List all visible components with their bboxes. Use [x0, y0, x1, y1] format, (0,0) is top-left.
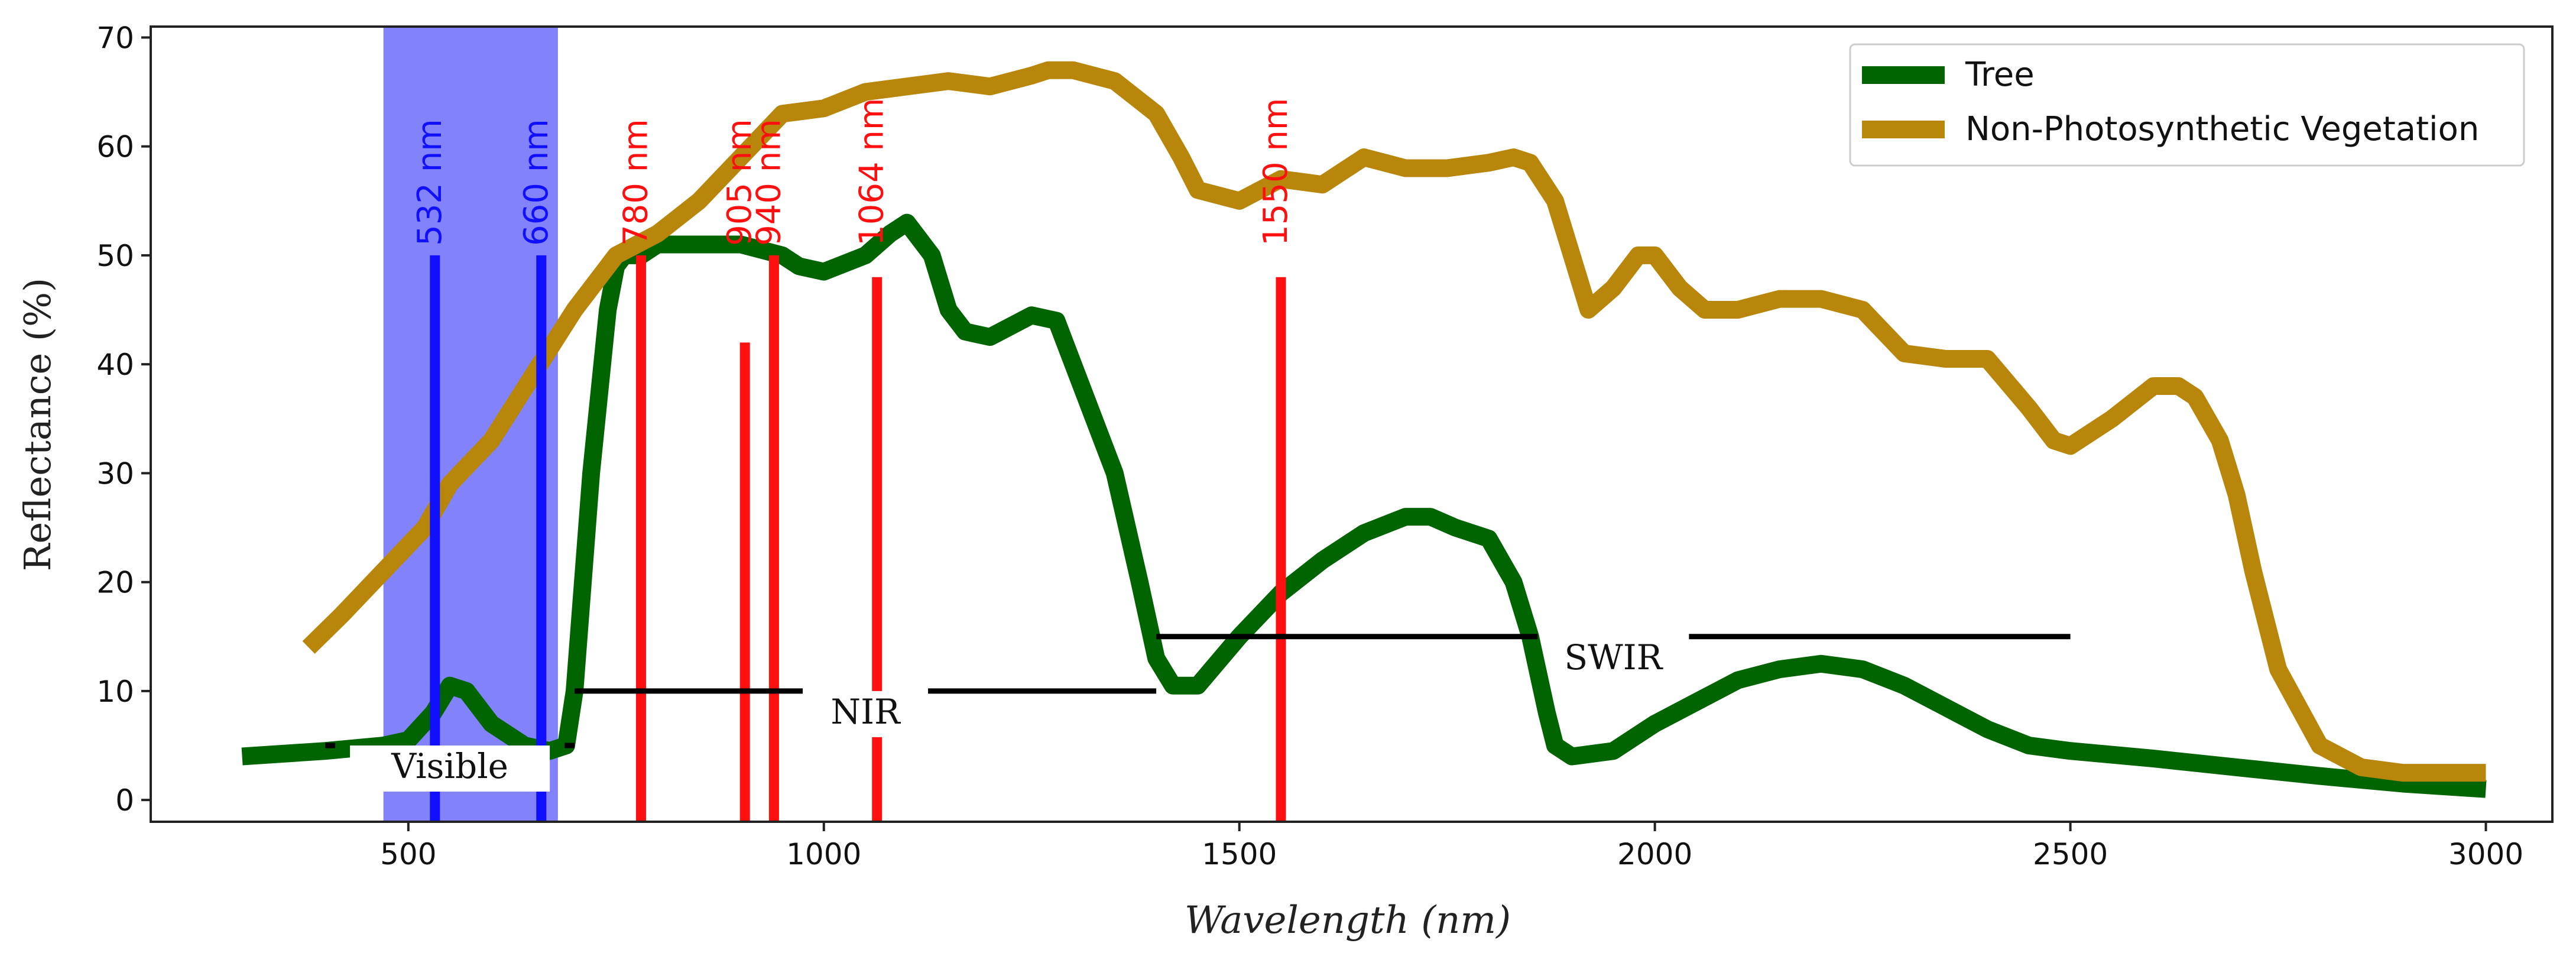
legend-label-1: Non-Photosynthetic Vegetation — [1965, 110, 2479, 148]
legend-box — [1849, 43, 2525, 167]
y-tick-label-70: 70 — [96, 21, 134, 55]
y-axis-label: Reflectance (%) — [16, 278, 59, 571]
x-tick-label-2500: 2500 — [2033, 837, 2108, 871]
plot-frame — [150, 25, 2554, 823]
y-tick-label-20: 20 — [96, 566, 134, 600]
y-tick-label-50: 50 — [96, 239, 134, 273]
x-tick-label-3000: 3000 — [2448, 837, 2523, 871]
marker-label-905: 905 nm — [721, 119, 759, 246]
y-tick-label-60: 60 — [96, 130, 134, 164]
series-line-tree — [241, 213, 2487, 798]
y-tick-label-10: 10 — [96, 675, 134, 709]
x-tick-label-1000: 1000 — [786, 837, 861, 871]
marker-label-532: 532 nm — [411, 119, 449, 246]
range-label-1: NIR — [830, 692, 901, 732]
range-label-bg-0 — [350, 745, 550, 792]
marker-label-1550: 1550 nm — [1257, 98, 1295, 246]
marker-label-780: 780 nm — [617, 119, 655, 246]
x-tick-label-1500: 1500 — [1202, 837, 1277, 871]
x-tick-label-2000: 2000 — [1617, 837, 1692, 871]
marker-label-940: 940 nm — [750, 119, 788, 246]
x-tick-label-500: 500 — [380, 837, 436, 871]
range-label-bg-1 — [817, 691, 914, 737]
y-tick-label-0: 0 — [115, 783, 134, 818]
range-label-bg-2 — [1552, 636, 1675, 683]
marker-label-660: 660 nm — [517, 119, 556, 246]
y-tick-label-40: 40 — [96, 348, 134, 382]
range-label-2: SWIR — [1564, 637, 1663, 678]
x-axis-label: Wavelength (nm) — [1185, 899, 1511, 942]
range-label-0: Visible — [391, 746, 508, 786]
series-line-npv — [302, 61, 2486, 782]
legend: Tree Non-Photosynthetic Vegetation — [1849, 43, 2525, 167]
marker-label-1064: 1064 nm — [853, 98, 891, 246]
legend-label-0: Tree — [1965, 56, 2035, 94]
y-tick-label-30: 30 — [96, 456, 134, 491]
